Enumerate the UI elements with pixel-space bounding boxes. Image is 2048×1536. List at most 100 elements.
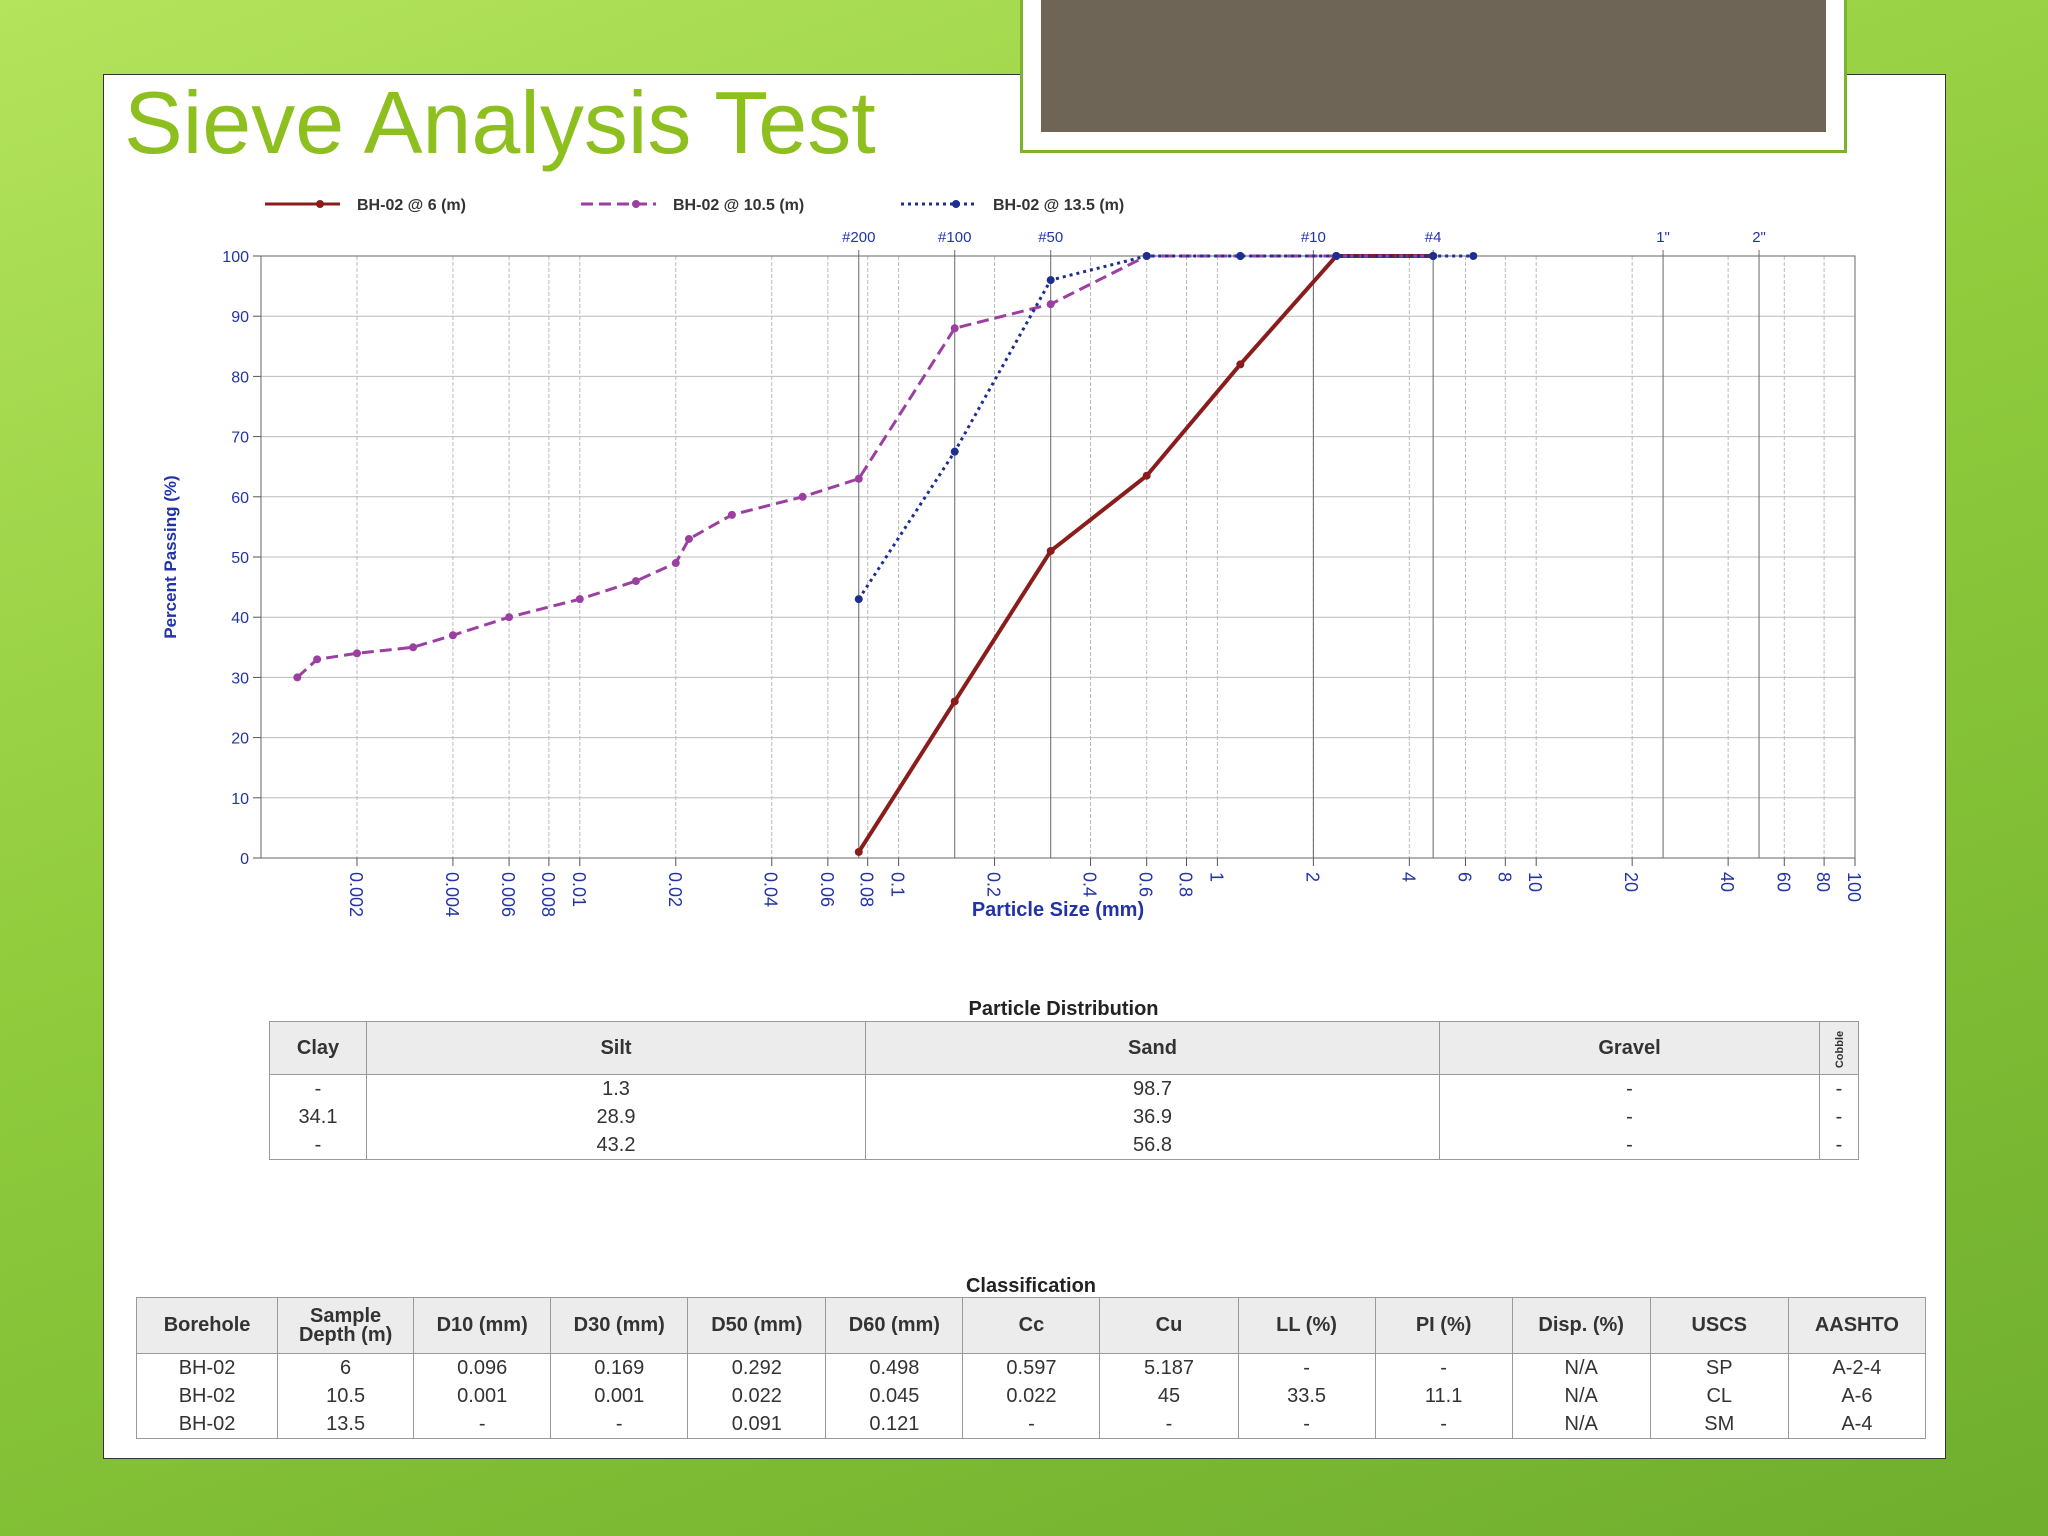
x-tick-label: 0.8 <box>1176 872 1196 897</box>
header-text: D60 (mm) <box>848 1314 940 1336</box>
x-tick-label: 0.004 <box>442 872 462 917</box>
x-tick-label: 1 <box>1206 872 1226 882</box>
column-header: Gravel <box>1439 1021 1820 1075</box>
table-cell: - <box>1374 1410 1513 1439</box>
x-tick-label: 0.02 <box>665 872 685 907</box>
y-tick-label: 0 <box>240 851 249 868</box>
x2-tick-label: #100 <box>938 229 971 246</box>
x-tick-label: 4 <box>1398 872 1418 882</box>
column-header: Sample Depth (m) <box>277 1297 415 1354</box>
x-axis-label: Particle Size (mm) <box>972 899 1144 921</box>
table-cell: - <box>1237 1410 1376 1439</box>
y-tick-label: 40 <box>231 610 249 627</box>
point <box>684 534 693 543</box>
x-tick-label: 10 <box>1525 872 1545 892</box>
header-text: D10 (mm) <box>436 1314 528 1336</box>
x-tick-label: 0.006 <box>498 872 518 917</box>
point <box>313 655 322 664</box>
header-text: USCS <box>1691 1314 1748 1336</box>
table-cell: - <box>1237 1353 1376 1382</box>
point <box>950 447 959 456</box>
point <box>1046 300 1055 309</box>
table-cell: 0.096 <box>413 1353 552 1382</box>
header-text: PI (%) <box>1415 1314 1472 1336</box>
point <box>1236 360 1245 369</box>
table-cell: 0.292 <box>687 1353 827 1382</box>
table-cell: 34.1 <box>269 1103 367 1131</box>
table-cell: - <box>1819 1131 1859 1160</box>
table-cell: 98.7 <box>865 1074 1440 1103</box>
table-cell: 45 <box>1099 1382 1239 1410</box>
legend-marker <box>952 200 960 208</box>
x-tick-label: 0.01 <box>569 872 589 907</box>
table-cell: 10.5 <box>277 1382 415 1410</box>
header-text: Sample Depth (m) <box>298 1304 393 1346</box>
column-header: LL (%) <box>1237 1297 1376 1354</box>
table-cell: 0.597 <box>962 1353 1101 1382</box>
column-header: D30 (mm) <box>550 1297 689 1354</box>
table-cell: 0.022 <box>687 1382 827 1410</box>
table-cell: 1.3 <box>366 1074 866 1103</box>
point <box>448 631 457 640</box>
column-header: PI (%) <box>1374 1297 1513 1354</box>
point <box>505 613 514 622</box>
x2-tick-label: 2" <box>1752 229 1766 246</box>
point <box>409 643 418 652</box>
table-cell: - <box>413 1410 552 1439</box>
column-header: D50 (mm) <box>687 1297 827 1354</box>
x-tick-label: 0.06 <box>817 872 837 907</box>
classification-table: Borehole Sample Depth (m) D10 (mm) D30 (mm)… <box>135 1297 1927 1439</box>
column-header: AASHTO <box>1787 1297 1927 1354</box>
x-tick-label: 0.008 <box>538 872 558 917</box>
column-header: D10 (mm) <box>413 1297 552 1354</box>
point <box>1142 471 1151 480</box>
series-line <box>857 254 1474 600</box>
y-tick-label: 80 <box>231 369 249 386</box>
image-placeholder <box>1020 0 1847 153</box>
table-cell: 0.121 <box>825 1410 964 1439</box>
table-cell: SM <box>1649 1410 1789 1439</box>
table-cell: 13.5 <box>277 1410 415 1439</box>
table-row: BH-02 10.5 0.001 0.001 0.022 0.045 0.022 45 33.5… <box>135 1382 1927 1410</box>
table-cell: N/A <box>1511 1410 1651 1439</box>
y-tick-label: 50 <box>231 550 249 567</box>
point <box>1142 252 1151 260</box>
table-cell: 11.1 <box>1374 1382 1513 1410</box>
x-tick-label: 6 <box>1454 872 1474 882</box>
x-tick-label: 0.002 <box>346 872 366 917</box>
column-header: Cc <box>962 1297 1101 1354</box>
table-cell: BH-02 <box>135 1353 279 1382</box>
x-tick-label: 0.1 <box>888 872 908 897</box>
legend-label: BH-02 @ 6 (m) <box>357 197 466 214</box>
table-cell: CL <box>1649 1382 1789 1410</box>
table-cell: 43.2 <box>366 1131 866 1160</box>
header-text: Cu <box>1155 1314 1183 1336</box>
slide-title: Sieve Analysis Test <box>124 73 876 172</box>
point <box>950 324 959 333</box>
table-title: Particle Distribution <box>968 998 1159 1020</box>
y-tick-label: 60 <box>231 490 249 507</box>
table-title: Classification <box>965 1275 1097 1297</box>
x-tick-label: 40 <box>1717 872 1737 892</box>
x-tick-label: 0.08 <box>857 872 877 907</box>
table-cell: - <box>1439 1103 1820 1131</box>
table-cell: SP <box>1649 1353 1789 1382</box>
x2-tick-label: #200 <box>842 229 875 246</box>
column-header: Silt <box>366 1021 866 1075</box>
table-cell: 5.187 <box>1099 1353 1239 1382</box>
header-text: Disp. (%) <box>1538 1314 1624 1336</box>
plot-frame <box>260 255 1856 859</box>
point <box>727 510 736 519</box>
point <box>1332 252 1341 260</box>
table-cell: BH-02 <box>135 1410 279 1439</box>
point <box>854 847 863 856</box>
table-cell: BH-02 <box>135 1382 279 1410</box>
legend-marker <box>632 200 640 208</box>
point <box>1469 252 1478 260</box>
table-cell: 0.022 <box>962 1382 1101 1410</box>
point <box>1046 546 1055 555</box>
table-cell: N/A <box>1511 1382 1651 1410</box>
point <box>950 697 959 706</box>
